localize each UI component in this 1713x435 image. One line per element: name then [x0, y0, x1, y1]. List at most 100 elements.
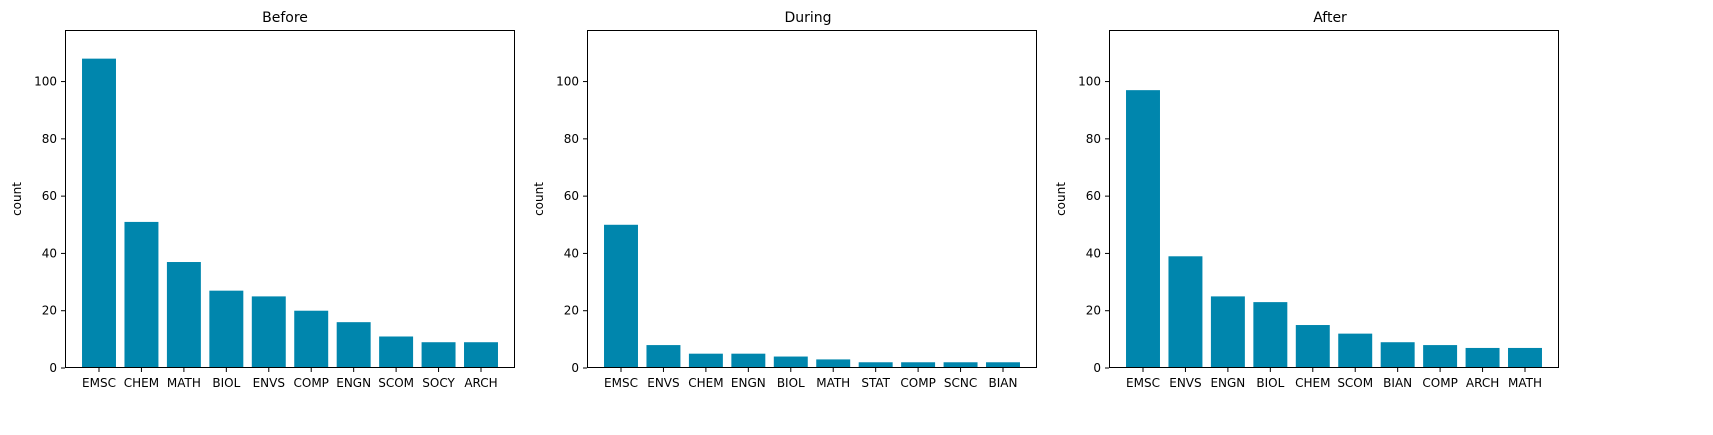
- y-tick-label: 20: [564, 304, 579, 318]
- y-tick-label: 100: [556, 75, 579, 89]
- bar-during-math: [816, 359, 851, 368]
- bar-during-emsc: [604, 224, 638, 368]
- x-tick-label: SOCY: [422, 376, 455, 390]
- panel-after: After count 0 20 40 60 80 100 EMSC ENVS ENGN BIO…: [1054, 10, 1559, 390]
- x-tick-label: BIAN: [1383, 376, 1412, 390]
- x-ticks-after: EMSC ENVS ENGN BIOL CHEM SCOM BIAN COMP ARCH MATH: [1126, 368, 1542, 390]
- x-tick-label: ENGN: [731, 376, 766, 390]
- x-tick-label: SCOM: [378, 376, 414, 390]
- x-tick-label: BIOL: [1256, 376, 1284, 390]
- x-tick-label: ENVS: [647, 376, 679, 390]
- y-tick-label: 20: [1086, 304, 1101, 318]
- y-ticks-after: 0 20 40 60 80 100: [1078, 75, 1109, 375]
- panel-title-during: During: [784, 10, 831, 26]
- bar-before-socy: [421, 342, 456, 368]
- bar-during-scnc: [943, 362, 978, 368]
- x-ticks-before: EMSC CHEM MATH BIOL ENVS COMP ENGN SCOM SOCY ARCH: [82, 368, 498, 390]
- x-tick-label: MATH: [1508, 376, 1542, 390]
- axes-frame-before: [65, 30, 515, 368]
- bar-before-arch: [464, 342, 498, 368]
- x-tick-label: COMP: [900, 376, 935, 390]
- y-tick-label: 40: [1086, 246, 1101, 260]
- y-tick-label: 20: [42, 304, 57, 318]
- x-tick-label: CHEM: [1295, 376, 1330, 390]
- bars-before: [82, 58, 498, 368]
- bar-before-comp: [294, 310, 329, 368]
- bar-after-bian: [1380, 342, 1415, 368]
- bar-after-arch: [1465, 347, 1500, 368]
- x-tick-label: MATH: [167, 376, 201, 390]
- y-ticks-before: 0 20 40 60 80 100: [34, 75, 65, 375]
- x-tick-label: BIOL: [212, 376, 240, 390]
- bar-after-math: [1508, 347, 1542, 368]
- x-tick-label: SCOM: [1337, 376, 1373, 390]
- x-tick-label: COMP: [1422, 376, 1457, 390]
- y-ticks-during: 0 20 40 60 80 100: [556, 75, 587, 375]
- y-tick-label: 100: [34, 75, 57, 89]
- y-axis-label-before: count: [10, 182, 24, 216]
- bar-before-emsc: [82, 58, 116, 368]
- bar-before-biol: [209, 290, 244, 368]
- x-tick-label: BIAN: [989, 376, 1018, 390]
- x-tick-label: ARCH: [1466, 376, 1499, 390]
- x-tick-label: STAT: [861, 376, 890, 390]
- x-tick-label: ENVS: [1169, 376, 1201, 390]
- bar-after-biol: [1253, 302, 1288, 368]
- bar-after-comp: [1423, 345, 1458, 368]
- y-tick-label: 40: [564, 246, 579, 260]
- bar-before-chem: [124, 221, 159, 368]
- bar-before-scom: [379, 336, 414, 368]
- y-tick-label: 60: [1086, 189, 1101, 203]
- x-tick-label: CHEM: [124, 376, 159, 390]
- axes-frame-after: [1109, 30, 1559, 368]
- bar-before-envs: [251, 296, 286, 368]
- bar-during-engn: [731, 353, 766, 368]
- y-axis-label-after: count: [1054, 182, 1068, 216]
- x-tick-label: ARCH: [464, 376, 497, 390]
- x-tick-label: COMP: [294, 376, 329, 390]
- x-tick-label: EMSC: [82, 376, 116, 390]
- x-tick-label: BIOL: [777, 376, 805, 390]
- x-tick-label: ENVS: [253, 376, 285, 390]
- bars-during: [604, 224, 1020, 368]
- y-tick-label: 60: [42, 189, 57, 203]
- bar-after-chem: [1295, 325, 1330, 368]
- bar-after-envs: [1168, 256, 1203, 368]
- x-tick-label: ENGN: [336, 376, 371, 390]
- bar-after-scom: [1338, 333, 1373, 368]
- x-tick-label: SCNC: [944, 376, 977, 390]
- y-tick-label: 0: [49, 361, 57, 375]
- bars-after: [1126, 90, 1542, 369]
- y-tick-label: 80: [42, 132, 57, 146]
- y-tick-label: 60: [564, 189, 579, 203]
- y-tick-label: 80: [1086, 132, 1101, 146]
- bar-during-biol: [773, 356, 808, 368]
- y-tick-label: 40: [42, 246, 57, 260]
- y-axis-label-during: count: [532, 182, 546, 216]
- bar-during-envs: [646, 345, 681, 368]
- bar-during-chem: [688, 353, 723, 368]
- panel-during: During count 0 20 40 60 80 100 EMSC ENVS CHEM EN…: [532, 10, 1037, 390]
- bar-during-comp: [901, 362, 936, 368]
- bar-after-emsc: [1126, 90, 1160, 369]
- x-tick-label: EMSC: [604, 376, 638, 390]
- y-tick-label: 0: [1093, 361, 1101, 375]
- x-ticks-during: EMSC ENVS CHEM ENGN BIOL MATH STAT COMP SCNC BIAN: [604, 368, 1017, 390]
- bar-before-math: [166, 262, 201, 368]
- x-tick-label: EMSC: [1126, 376, 1160, 390]
- panel-title-after: After: [1313, 10, 1347, 26]
- panel-title-before: Before: [262, 10, 308, 26]
- bar-during-bian: [986, 362, 1020, 368]
- axes-frame-during: [587, 30, 1037, 368]
- x-tick-label: MATH: [816, 376, 850, 390]
- panel-before: Before count 0 20 40 60 80 100 EMSC CHEM MATH BI…: [10, 10, 515, 390]
- bar-before-engn: [336, 322, 371, 368]
- x-tick-label: CHEM: [688, 376, 723, 390]
- x-tick-label: ENGN: [1210, 376, 1245, 390]
- y-tick-label: 100: [1078, 75, 1101, 89]
- y-tick-label: 0: [571, 361, 579, 375]
- bar-during-stat: [858, 362, 893, 368]
- bar-after-engn: [1210, 296, 1245, 368]
- y-tick-label: 80: [564, 132, 579, 146]
